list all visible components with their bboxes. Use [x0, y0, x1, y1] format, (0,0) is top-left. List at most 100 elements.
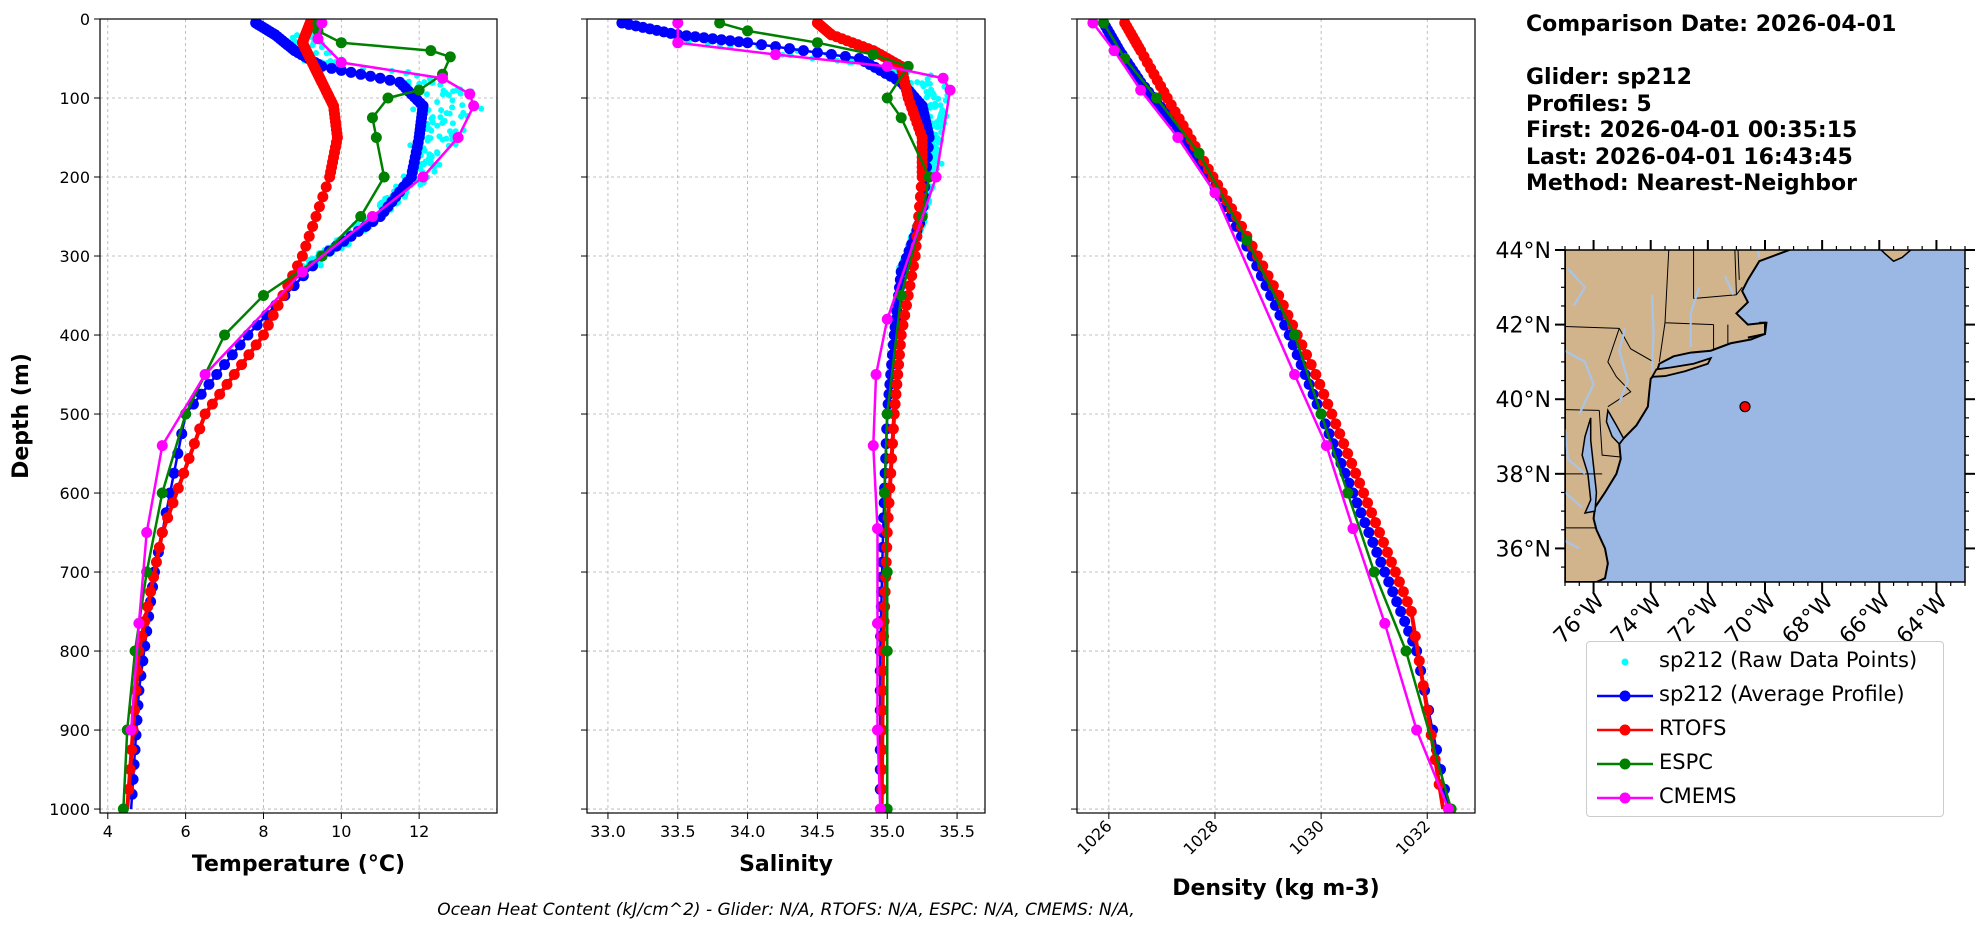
series-point-cmems: [1135, 84, 1147, 96]
raw-point: [421, 79, 428, 86]
series-point-cmems: [1209, 187, 1221, 199]
axes-frame: [99, 18, 498, 814]
series-point-glider: [1355, 507, 1367, 519]
raw-point: [317, 262, 324, 269]
series-point-rtofs: [1366, 507, 1378, 519]
series-point-rtofs: [1389, 566, 1401, 578]
series-point-rtofs: [206, 398, 218, 410]
map-lat-label: 38°N: [1496, 463, 1551, 488]
series-point-rtofs: [1326, 408, 1338, 420]
series-point-glider: [1395, 606, 1407, 618]
series-point-espc: [811, 37, 823, 49]
series-point-cmems: [1289, 369, 1301, 381]
raw-point: [929, 90, 936, 97]
series-point-espc: [413, 84, 425, 96]
series-point-glider: [1371, 546, 1383, 558]
x-tick-label: 4: [103, 822, 113, 841]
y-tick-label: 100: [59, 89, 90, 108]
series-point-cmems: [881, 60, 893, 72]
series-point-rtofs: [228, 369, 240, 381]
river: [1565, 349, 1595, 415]
series-point-rtofs: [153, 541, 165, 553]
series-point-glider: [724, 35, 736, 47]
series-point-cmems: [871, 617, 883, 629]
series-point-cmems: [870, 369, 882, 381]
series-point-rtofs: [1354, 477, 1366, 489]
series-point-glider: [355, 68, 367, 80]
series-point-rtofs: [178, 467, 190, 479]
map-lat-label: 40°N: [1496, 388, 1551, 413]
series-point-cmems: [1411, 724, 1423, 736]
series-point-cmems: [141, 527, 153, 539]
series-point-rtofs: [881, 527, 893, 539]
series-point-cmems: [1320, 440, 1332, 452]
series-point-rtofs: [1301, 349, 1313, 361]
series-point-glider: [1399, 615, 1411, 627]
series-point-rtofs: [167, 497, 179, 509]
x-tick-label: 34.0: [730, 822, 766, 841]
series-point-espc: [867, 49, 879, 61]
series-point-espc: [355, 211, 367, 223]
legend-swatch-espc: [1597, 758, 1653, 770]
x-tick-label: 33.0: [590, 822, 626, 841]
river: [1565, 428, 1586, 475]
glider-name: Glider: sp212: [1526, 65, 1692, 90]
series-point-rtofs: [277, 290, 289, 302]
state-border: [1607, 328, 1632, 408]
series-point-rtofs: [123, 783, 135, 795]
series-point-rtofs: [1373, 527, 1385, 539]
series-point-cmems: [464, 88, 476, 100]
series-point-rtofs: [1350, 467, 1362, 479]
long-island: [1650, 356, 1713, 378]
x-tick-label: 12: [409, 822, 429, 841]
series-point-rtofs: [126, 744, 138, 756]
raw-point: [914, 79, 921, 86]
last-time: Last: 2026-04-01 16:43:45: [1526, 144, 1853, 170]
raw-point: [434, 150, 441, 157]
series-point-rtofs: [1310, 369, 1322, 381]
series-point-rtofs: [1330, 418, 1342, 430]
series-point-rtofs: [162, 512, 174, 524]
series-point-cmems: [296, 266, 308, 278]
river: [1565, 491, 1583, 509]
chesapeake-bay: [1581, 417, 1598, 514]
x-tick-label: 1026: [1073, 816, 1115, 858]
raw-point: [933, 149, 940, 156]
series-point-glider: [195, 388, 207, 400]
series-point-glider: [345, 66, 357, 78]
series-point-rtofs: [243, 349, 255, 361]
series-point-espc: [382, 92, 394, 104]
series-point-cmems: [1108, 45, 1120, 57]
series-point-espc: [1315, 408, 1327, 420]
series-point-cmems: [1379, 617, 1391, 629]
series-point-rtofs: [1322, 398, 1334, 410]
series-point-rtofs: [906, 270, 918, 282]
river: [1689, 286, 1701, 347]
y-tick-label: 0: [80, 10, 90, 29]
panel-1: 4 6 8 10 12 0 100 200 300 400 500 600 700 800 900 1000 T…: [9, 10, 498, 877]
y-tick-label: 900: [59, 721, 90, 740]
plot-area: [616, 19, 956, 813]
series-point-espc: [1151, 92, 1163, 104]
series-point-rtofs: [303, 230, 315, 242]
series-point-glider: [733, 36, 745, 48]
legend-item-glider: sp212 (Average Profile): [1587, 678, 1943, 712]
cape-cod: [1747, 321, 1768, 339]
map-lat-label: 44°N: [1496, 239, 1551, 264]
series-point-cmems: [944, 84, 956, 96]
series-point-rtofs: [904, 280, 916, 292]
series-point-rtofs: [324, 171, 336, 183]
series-point-espc: [444, 51, 456, 63]
series-point-rtofs: [124, 764, 136, 776]
series-point-rtofs: [150, 556, 162, 568]
series-point-rtofs: [1377, 536, 1389, 548]
series-point-rtofs: [1381, 546, 1393, 558]
series-point-glider: [326, 62, 338, 74]
raw-point: [478, 105, 485, 112]
series-point-espc: [881, 566, 893, 578]
series-point-rtofs: [194, 423, 206, 435]
axes-frame: [1076, 18, 1476, 814]
raw-point: [428, 127, 435, 134]
series-point-glider: [365, 70, 377, 82]
